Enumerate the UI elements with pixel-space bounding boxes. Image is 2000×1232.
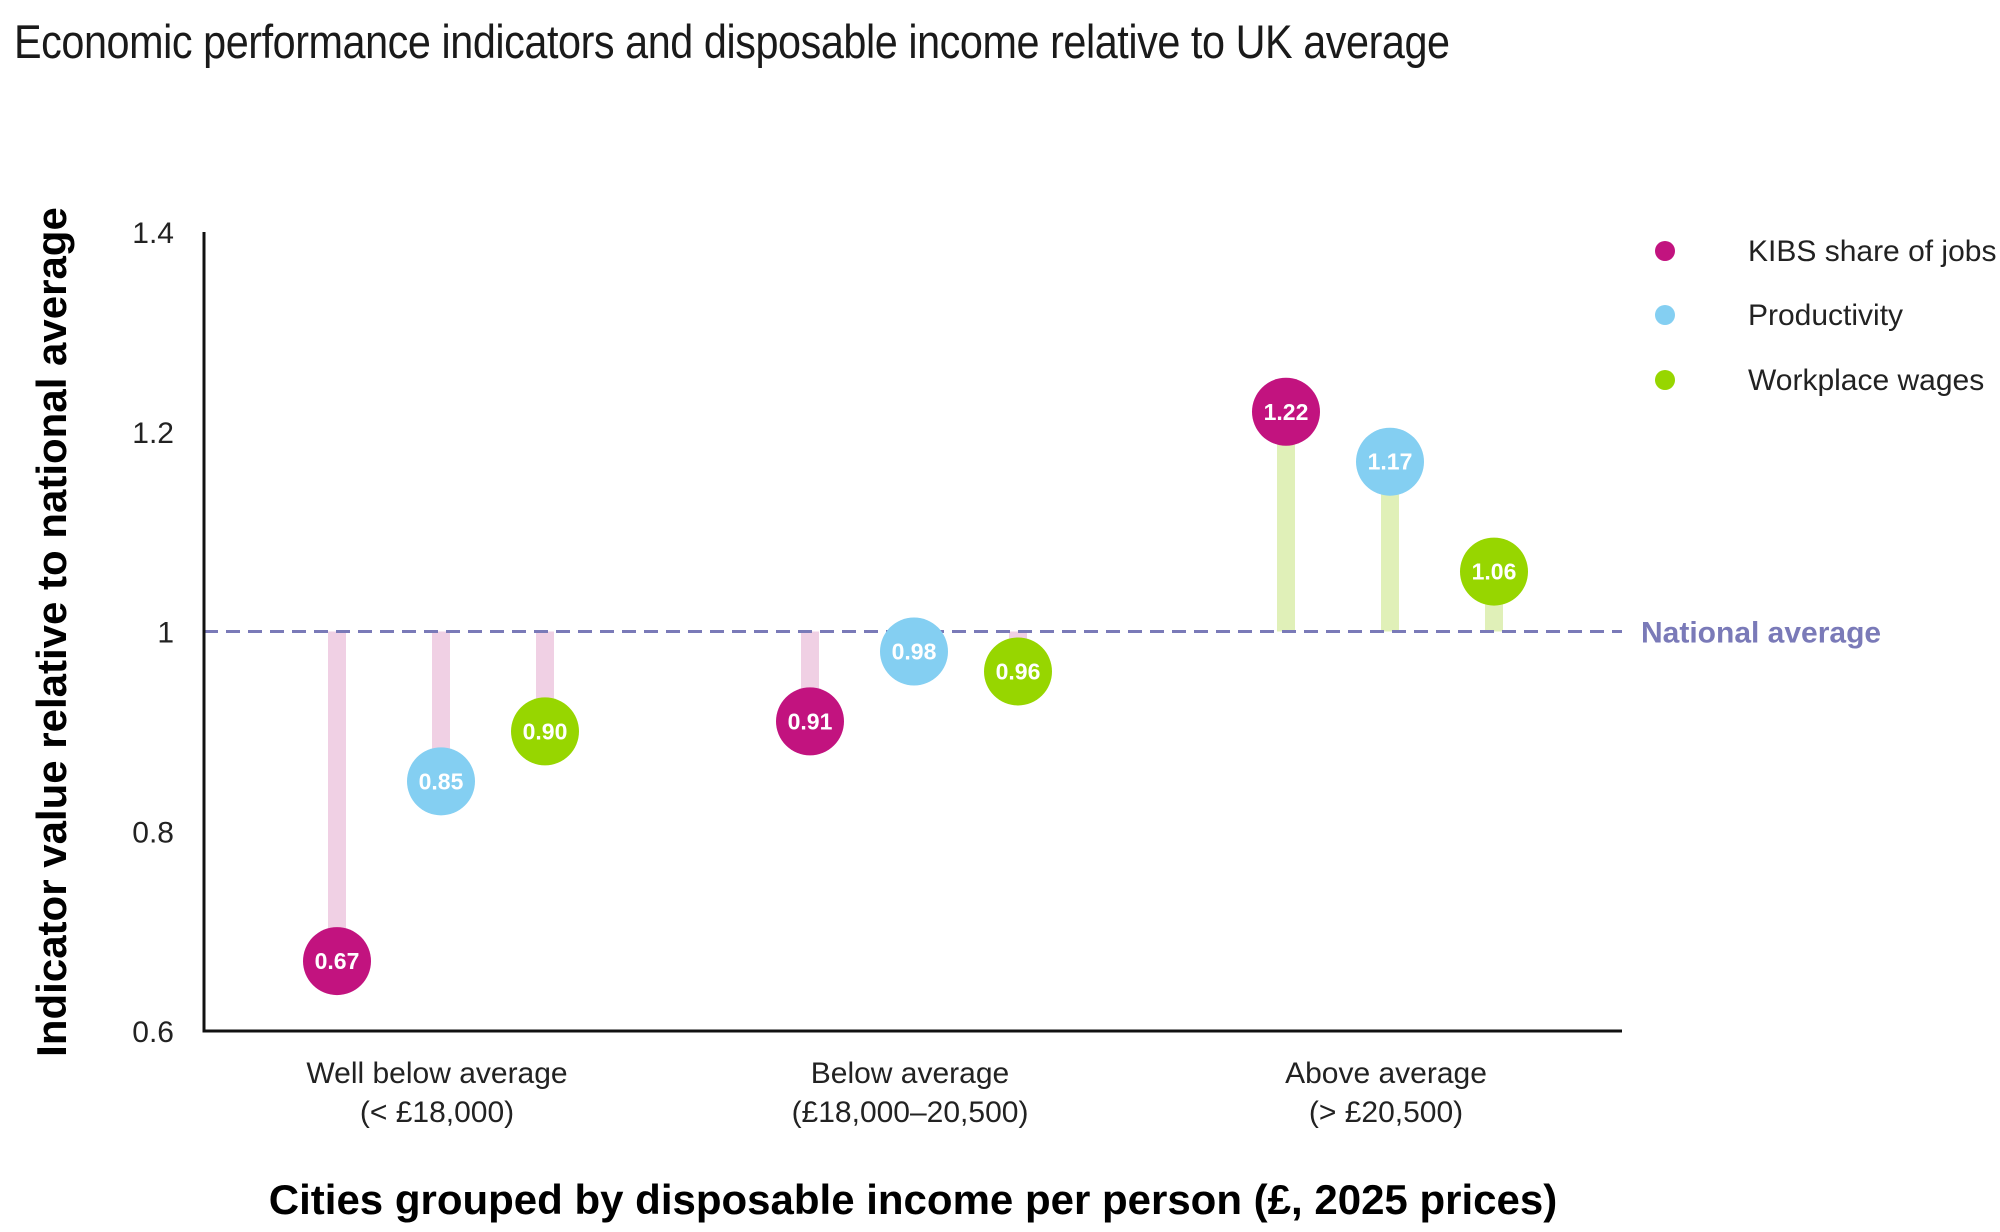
legend-label: Workplace wages — [1748, 364, 1984, 397]
y-tick-label: 1.2 — [132, 417, 174, 450]
data-label: 0.91 — [788, 708, 833, 734]
data-label: 0.85 — [419, 768, 464, 794]
stem — [1277, 411, 1295, 632]
y-axis-label: Indicator value relative to national ave… — [28, 207, 75, 1057]
data-label: 1.06 — [1472, 559, 1517, 585]
national-average-label: National average — [1641, 617, 1881, 650]
legend: KIBS share of jobs Productivity Workplace … — [1655, 235, 1996, 397]
data-point — [1252, 377, 1320, 446]
legend-label: Productivity — [1748, 299, 1903, 332]
chart-title: Economic performance indicators and disp… — [14, 15, 1450, 68]
x-category-labels: Well below average (< £18,000) Below avera… — [306, 1057, 1487, 1129]
stem — [328, 631, 346, 962]
data-point — [303, 927, 371, 996]
data-point — [1460, 537, 1528, 606]
y-tick-label: 0.6 — [132, 1016, 174, 1049]
x-category-sublabel: (> £20,500) — [1309, 1096, 1463, 1129]
data-label: 1.17 — [1368, 449, 1413, 475]
data-point — [511, 697, 579, 766]
x-category-label: Below average — [811, 1057, 1009, 1090]
data-label: 0.96 — [996, 658, 1041, 684]
x-axis-label: Cities grouped by disposable income per … — [269, 1176, 1557, 1223]
stem — [1381, 461, 1399, 632]
legend-label: KIBS share of jobs — [1748, 235, 1996, 268]
data-point — [776, 687, 844, 756]
data-label: 0.90 — [523, 718, 568, 744]
x-category-label: Well below average — [306, 1057, 567, 1090]
x-category-sublabel: (< £18,000) — [360, 1096, 514, 1129]
x-category-label: Above average — [1285, 1057, 1487, 1090]
data-point — [880, 617, 948, 686]
data-point — [984, 637, 1052, 706]
data-label: 0.67 — [315, 948, 360, 974]
y-tick-label: 0.8 — [132, 816, 174, 849]
data-point — [1356, 427, 1424, 496]
legend-marker — [1655, 241, 1675, 261]
data-point — [407, 747, 475, 816]
dots-layer: 0.67 0.91 1.22 0.85 0.98 1.17 0.90 0.96 1.06 — [303, 377, 1528, 996]
stem — [432, 631, 450, 782]
y-tick-label: 1 — [157, 617, 174, 650]
y-tick-label: 1.4 — [132, 217, 174, 250]
data-label: 1.22 — [1264, 399, 1309, 425]
x-category-sublabel: (£18,000–20,500) — [792, 1096, 1029, 1129]
data-label: 0.98 — [892, 638, 937, 664]
stems-layer — [328, 411, 1503, 962]
legend-marker — [1655, 370, 1675, 390]
y-tick-labels: 0.6 0.8 1 1.2 1.4 — [132, 217, 174, 1049]
legend-marker — [1655, 305, 1675, 325]
